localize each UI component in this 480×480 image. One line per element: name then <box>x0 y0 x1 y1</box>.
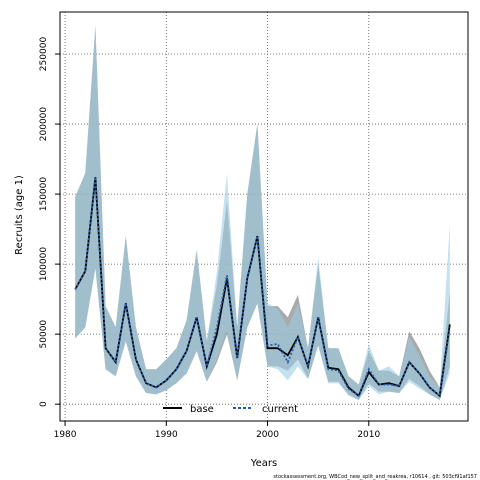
y-axis-title: Recruits (age 1) <box>14 175 25 255</box>
series-lines <box>74 177 451 398</box>
y-tick-label: 100000 <box>39 247 49 282</box>
x-axis-title: Years <box>250 458 277 469</box>
x-tick-label: 1980 <box>54 430 77 440</box>
x-tick-label: 2000 <box>256 430 279 440</box>
confidence-bands <box>75 26 450 400</box>
legend: base current <box>163 404 298 415</box>
y-tick-label: 50000 <box>39 320 49 349</box>
y-tick-label: 200000 <box>39 107 49 142</box>
legend-label-current: current <box>262 404 298 415</box>
x-tick-label: 1990 <box>155 430 178 440</box>
y-tick-label: 0 <box>39 401 49 407</box>
plot-frame <box>59 11 469 422</box>
footnote: stockassessment.org, WBCod_new_split_and… <box>273 474 477 480</box>
band-current <box>75 26 450 400</box>
y-tick-label: 250000 <box>39 37 49 72</box>
axes: 1980 1990 2000 2010 0 50000 100000 150000 200000… <box>39 37 381 440</box>
line-current <box>74 177 451 398</box>
x-tick-label: 2010 <box>357 430 380 440</box>
y-tick-label: 150000 <box>39 177 49 212</box>
legend-label-base: base <box>190 404 214 415</box>
